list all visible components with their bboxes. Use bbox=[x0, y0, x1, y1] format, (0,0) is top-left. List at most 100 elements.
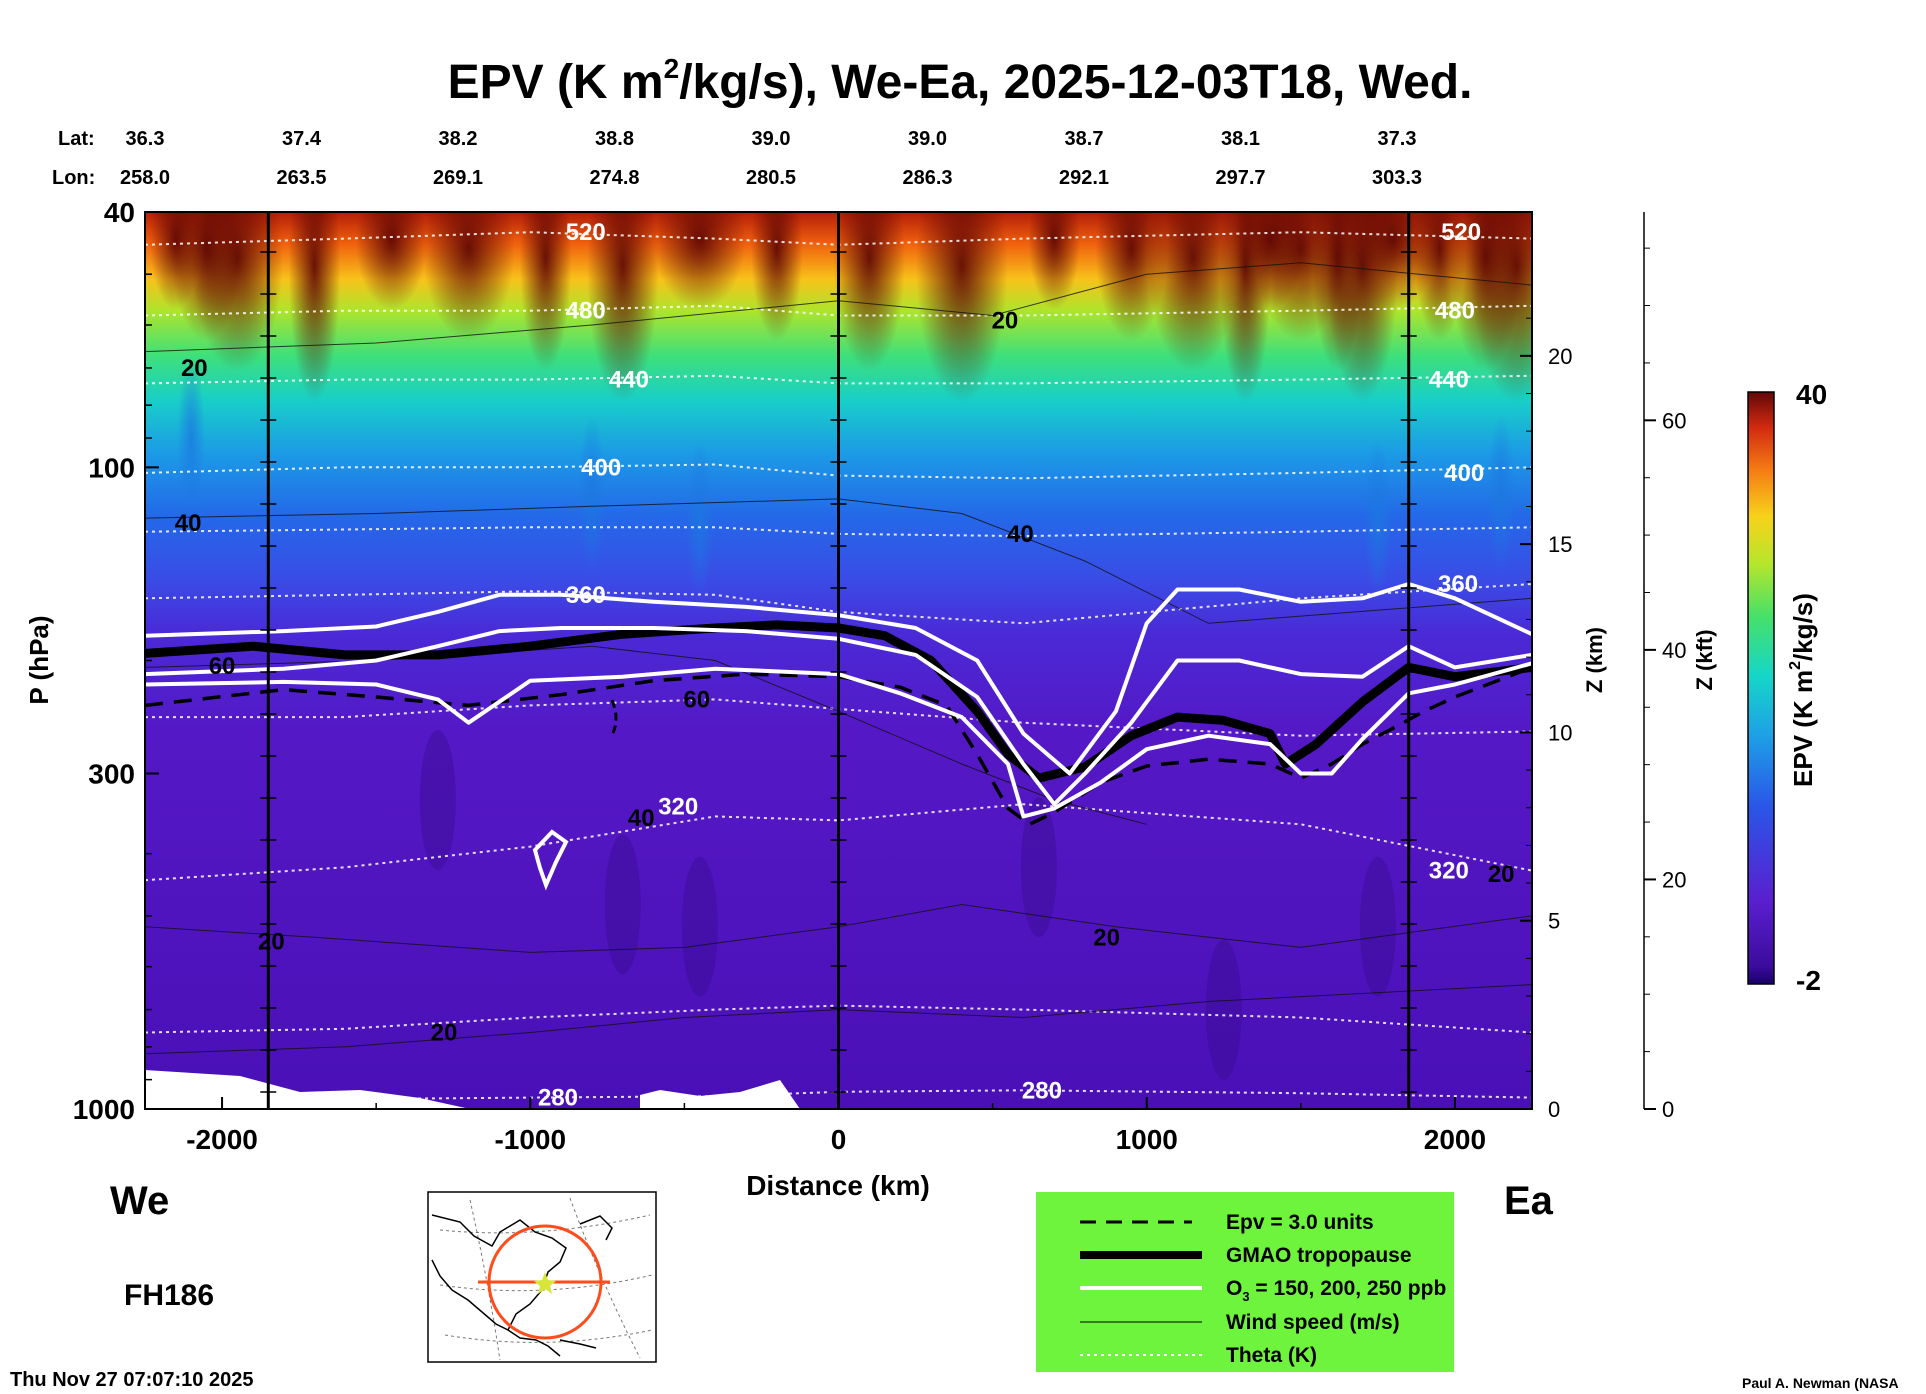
wind-label: 40 bbox=[175, 510, 202, 537]
legend-label-tropopause: GMAO tropopause bbox=[1226, 1244, 1412, 1267]
z-km-tick-label: 10 bbox=[1548, 720, 1572, 745]
lat-value: 38.8 bbox=[595, 128, 634, 150]
x-tick-label: -2000 bbox=[186, 1124, 258, 1155]
x-tick-label: 0 bbox=[831, 1124, 847, 1155]
y-tick-label: 100 bbox=[88, 452, 135, 483]
theta-360 bbox=[145, 583, 1532, 625]
epv-streak bbox=[288, 212, 341, 403]
colorbar-label: EPV (K m2/kg/s) bbox=[1787, 593, 1818, 787]
legend-label-theta: Theta (K) bbox=[1226, 1344, 1317, 1367]
z-km-tick-label: 20 bbox=[1548, 344, 1572, 369]
y-tick-label: 300 bbox=[88, 758, 135, 789]
theta-520 bbox=[145, 231, 1532, 246]
z-kft-tick-label: 20 bbox=[1662, 867, 1686, 892]
series-epv-3-0 bbox=[145, 665, 1532, 827]
epv-streak bbox=[750, 212, 803, 341]
wind-label: 20 bbox=[1093, 924, 1120, 951]
lon-value: 269.1 bbox=[433, 167, 483, 189]
ozone-loop bbox=[532, 829, 569, 891]
epv-streak bbox=[519, 212, 572, 372]
timestamp: Thu Nov 27 07:07:10 2025 bbox=[10, 1369, 253, 1391]
theta-label: 400 bbox=[581, 454, 621, 481]
z-km-axis-label: Z (km) bbox=[1582, 627, 1607, 693]
low-epv-tongue bbox=[681, 856, 718, 997]
series-o3-150 bbox=[145, 582, 1532, 776]
lat-value: 36.3 bbox=[126, 128, 165, 150]
lat-value: 38.7 bbox=[1065, 128, 1104, 150]
chart-title: EPV (K m2/kg/s), We-Ea, 2025-12-03T18, W… bbox=[448, 53, 1473, 109]
wind-label: 20 bbox=[258, 928, 285, 955]
z-km-tick-label: 15 bbox=[1548, 532, 1572, 557]
theta-label: 320 bbox=[1429, 858, 1469, 885]
legend-box bbox=[1036, 1192, 1454, 1372]
z-km-tick-label: 5 bbox=[1548, 909, 1560, 934]
low-epv-tongue bbox=[1359, 856, 1396, 997]
lon-value: 280.5 bbox=[746, 167, 796, 189]
theta-440 bbox=[145, 374, 1532, 385]
theta-400 bbox=[145, 463, 1532, 480]
z-km-tick-label: 0 bbox=[1548, 1097, 1560, 1122]
epv-streak bbox=[586, 212, 659, 403]
series-o3-200 bbox=[145, 626, 1532, 807]
east-label: Ea bbox=[1504, 1179, 1554, 1223]
colorbar-max-label: 40 bbox=[1796, 379, 1827, 410]
lat-value: 37.4 bbox=[282, 128, 322, 150]
wind-40 bbox=[145, 498, 1532, 624]
legend: Epv = 3.0 units GMAO tropopause O3 = 150… bbox=[1036, 1192, 1454, 1372]
lat-value: 38.1 bbox=[1221, 128, 1260, 150]
low-epv-tongue bbox=[419, 730, 456, 871]
credit: Paul A. Newman (NASA bbox=[1742, 1375, 1899, 1391]
epv-streak bbox=[1146, 212, 1239, 372]
series-gmao-tropopause bbox=[145, 620, 1532, 783]
epv-blue-filament bbox=[1487, 413, 1516, 574]
wind-label: 40 bbox=[628, 805, 655, 832]
series-o3-250 bbox=[145, 661, 1532, 819]
colorbar: 40 -2 EPV (K m2/kg/s) bbox=[1747, 379, 1827, 996]
epv-blue-filament bbox=[685, 438, 714, 599]
epv-streak bbox=[915, 212, 1008, 403]
lat-value: 39.0 bbox=[908, 128, 947, 150]
theta-300 bbox=[145, 1004, 1532, 1034]
theta-280 bbox=[145, 1089, 1532, 1102]
lon-value: 292.1 bbox=[1059, 167, 1109, 189]
theta-label: 280 bbox=[1022, 1077, 1062, 1104]
colorbar-gradient bbox=[1747, 391, 1775, 985]
theta-380 bbox=[145, 526, 1532, 538]
theta-320 bbox=[145, 803, 1532, 882]
epv-blue-filament bbox=[1363, 438, 1392, 599]
theta-label: 520 bbox=[1441, 219, 1481, 246]
colorbar-min-label: -2 bbox=[1796, 965, 1821, 996]
theta-label: 440 bbox=[609, 367, 649, 394]
wind-label: 20 bbox=[181, 355, 208, 382]
epv-streak bbox=[653, 212, 746, 310]
theta-label: 480 bbox=[1435, 298, 1475, 325]
theta-label: 320 bbox=[658, 794, 698, 821]
z-kft-tick-label: 0 bbox=[1662, 1097, 1674, 1122]
wind-20-upper bbox=[145, 262, 1532, 353]
theta-label: 520 bbox=[566, 219, 606, 246]
theta-label: 360 bbox=[1438, 571, 1478, 598]
low-epv-tongue bbox=[1205, 939, 1242, 1080]
epv-streak bbox=[355, 212, 428, 310]
z-kft-tick-label: 40 bbox=[1662, 638, 1686, 663]
legend-label-wind: Wind speed (m/s) bbox=[1226, 1311, 1400, 1334]
wind-label: 60 bbox=[683, 686, 710, 713]
theta-label: 400 bbox=[1444, 460, 1484, 487]
epv-small-dash bbox=[610, 699, 618, 736]
west-label: We bbox=[110, 1179, 169, 1223]
lon-value: 297.7 bbox=[1215, 167, 1265, 189]
epv-streak bbox=[833, 212, 906, 372]
theta-label: 280 bbox=[538, 1085, 578, 1112]
forecast-hour: FH186 bbox=[124, 1279, 214, 1312]
low-epv-tongue bbox=[1020, 797, 1057, 938]
y-tick-label: 1000 bbox=[73, 1094, 135, 1125]
lat-label: Lat: bbox=[58, 128, 95, 150]
wind-label: 20 bbox=[1488, 861, 1515, 888]
lat-value: 39.0 bbox=[752, 128, 791, 150]
lon-value: 263.5 bbox=[276, 167, 326, 189]
x-tick-label: 2000 bbox=[1424, 1124, 1486, 1155]
lon-value: 258.0 bbox=[120, 167, 170, 189]
y-tick-label: 40 bbox=[104, 197, 135, 228]
epv-blue-filament bbox=[177, 357, 206, 518]
